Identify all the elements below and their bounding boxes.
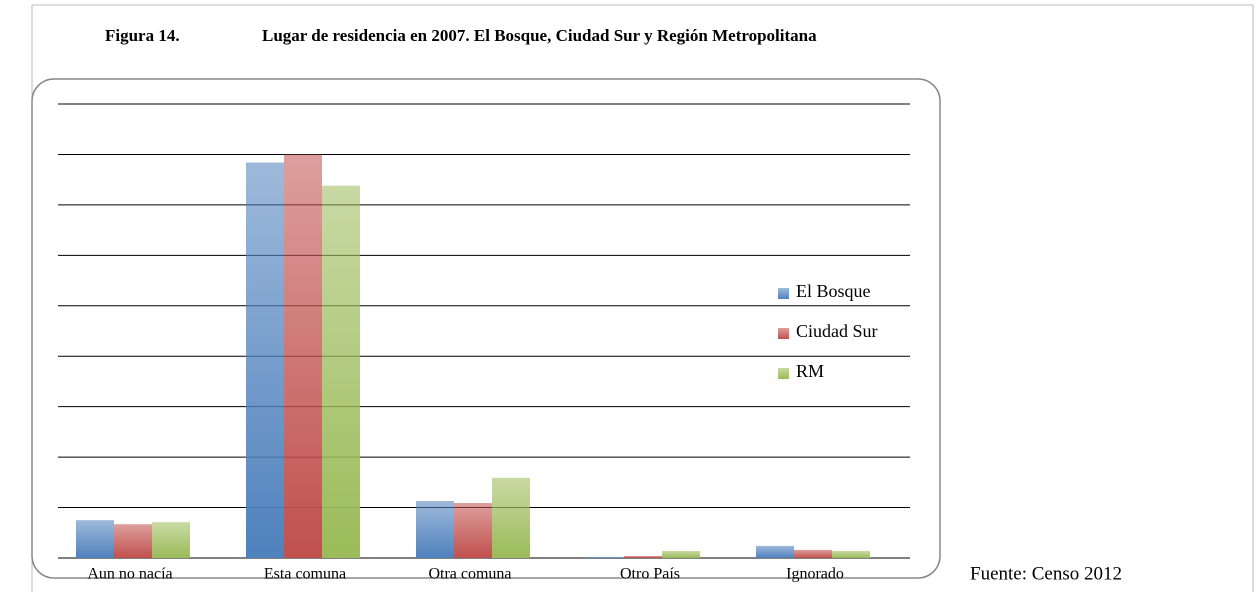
bar: [662, 550, 700, 558]
bar: [284, 154, 322, 558]
legend-label: Ciudad Sur: [796, 321, 878, 341]
bar: [152, 522, 190, 558]
bar: [322, 185, 360, 558]
bar: [756, 545, 794, 558]
figure-label: Figura 14.: [105, 26, 180, 45]
bar: [832, 550, 870, 558]
legend-swatch: [778, 368, 789, 379]
bar: [586, 556, 624, 558]
bar: [492, 477, 530, 558]
bar: [624, 555, 662, 558]
source-note: Fuente: Censo 2012: [970, 563, 1122, 584]
legend-swatch: [778, 328, 789, 339]
chart-title: Lugar de residencia en 2007. El Bosque, …: [262, 26, 817, 45]
x-tick-label: Otro País: [620, 566, 680, 583]
legend-label: RM: [796, 361, 824, 381]
bar: [114, 524, 152, 558]
legend-label: El Bosque: [796, 281, 871, 301]
bar: [454, 503, 492, 558]
bar: [416, 500, 454, 558]
x-tick-label: Aun no nacía: [87, 566, 172, 583]
chart-frame: [31, 78, 941, 579]
bar: [794, 549, 832, 558]
x-tick-label: Ignorado: [786, 566, 844, 583]
x-tick-label: Esta comuna: [264, 566, 346, 583]
bar: [76, 520, 114, 558]
bar: [246, 162, 284, 558]
legend-swatch: [778, 288, 789, 299]
x-tick-label: Otra comuna: [428, 566, 511, 583]
